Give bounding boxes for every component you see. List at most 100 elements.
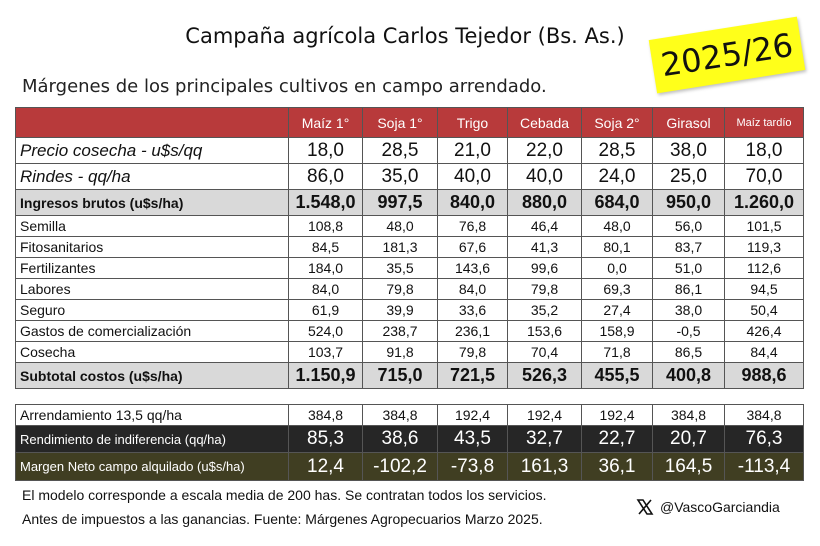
column-header: Maíz tardío xyxy=(724,107,804,138)
column-header: Cebada xyxy=(507,107,582,138)
cell-value: 48,0 xyxy=(581,215,653,237)
cell-value: 80,1 xyxy=(581,236,653,258)
footnote: El modelo corresponde a escala media de … xyxy=(22,487,547,503)
cell-value: 119,3 xyxy=(724,236,804,258)
table-row: Gastos de comercialización 524,0 238,7 236,… xyxy=(15,320,804,342)
cell-value: 103,7 xyxy=(288,341,363,363)
cell-value: 684,0 xyxy=(581,189,653,216)
row-label: Gastos de comercialización xyxy=(15,320,289,342)
row-label: Ingresos brutos (u$s/ha) xyxy=(15,189,289,216)
cell-value: 69,3 xyxy=(581,278,653,300)
cell-value: 25,0 xyxy=(652,163,725,190)
x-logo xyxy=(636,499,654,515)
cell-value: 384,8 xyxy=(724,404,804,426)
cell-value: 997,5 xyxy=(362,189,438,216)
cell-value: 18,0 xyxy=(288,137,363,164)
cell-value: 76,8 xyxy=(437,215,508,237)
subtitle: Márgenes de los principales cultivos en … xyxy=(22,76,547,97)
cell-value: 238,7 xyxy=(362,320,438,342)
row-label: Seguro xyxy=(15,299,289,321)
cell-value: 79,8 xyxy=(437,341,508,363)
column-header: Soja 1° xyxy=(362,107,438,138)
cell-value: 99,6 xyxy=(507,257,582,279)
cell-value: 94,5 xyxy=(724,278,804,300)
cell-value: 1.260,0 xyxy=(724,189,804,216)
cell-value: 70,4 xyxy=(507,341,582,363)
cell-value: 721,5 xyxy=(437,362,508,389)
cell-value: 71,8 xyxy=(581,341,653,363)
row-label: Cosecha xyxy=(15,341,289,363)
cell-value: 164,5 xyxy=(652,452,725,481)
cell-value: 86,5 xyxy=(652,341,725,363)
cell-value: 153,6 xyxy=(507,320,582,342)
cell-value: 192,4 xyxy=(581,404,653,426)
cell-value: 56,0 xyxy=(652,215,725,237)
cell-value: 950,0 xyxy=(652,189,725,216)
cell-value: 86,1 xyxy=(652,278,725,300)
cell-value: 38,6 xyxy=(362,425,438,453)
cell-value: 161,3 xyxy=(507,452,582,481)
cell-value: 1.548,0 xyxy=(288,189,363,216)
cell-value: -73,8 xyxy=(437,452,508,481)
cell-value: 108,8 xyxy=(288,215,363,237)
cell-value: 988,6 xyxy=(724,362,804,389)
table-row: Seguro 61,9 39,9 33,6 35,2 27,4 38,0 50,4 xyxy=(15,299,804,321)
cell-value: 39,9 xyxy=(362,299,438,321)
cell-value: 384,8 xyxy=(362,404,438,426)
cell-value: 41,3 xyxy=(507,236,582,258)
row-label: Arrendamiento 13,5 qq/ha xyxy=(15,404,289,426)
cell-value: 526,3 xyxy=(507,362,582,389)
cell-value: 83,7 xyxy=(652,236,725,258)
table-row: Rendimiento de indiferencia (qq/ha) 85,3 3… xyxy=(15,425,804,453)
cell-value: 12,4 xyxy=(288,452,363,481)
row-label: Labores xyxy=(15,278,289,300)
cell-value: 384,8 xyxy=(652,404,725,426)
cell-value: 18,0 xyxy=(724,137,804,164)
cell-value: -0,5 xyxy=(652,320,725,342)
table-row: Semilla 108,8 48,0 76,8 46,4 48,0 56,0 101,5 xyxy=(15,215,804,237)
cell-value: 32,7 xyxy=(507,425,582,453)
cell-value: 0,0 xyxy=(581,257,653,279)
cell-value: 28,5 xyxy=(362,137,438,164)
cell-value: 158,9 xyxy=(581,320,653,342)
footnote: Antes de impuestos a las ganancias. Fuen… xyxy=(22,511,543,527)
row-label: Rendimiento de indiferencia (qq/ha) xyxy=(15,425,289,453)
margins-table: Maíz 1° Soja 1° Trigo Cebada Soja 2° Girasol M… xyxy=(15,107,804,389)
table-row: Labores 84,0 79,8 84,0 79,8 69,3 86,1 94,5 xyxy=(15,278,804,300)
cell-value: 426,4 xyxy=(724,320,804,342)
row-label: Rindes - qq/ha xyxy=(15,163,289,190)
cell-value: 24,0 xyxy=(581,163,653,190)
row-label: Margen Neto campo alquilado (u$s/ha) xyxy=(15,452,289,481)
cell-value: 79,8 xyxy=(507,278,582,300)
cell-value: 35,5 xyxy=(362,257,438,279)
cell-value: 35,0 xyxy=(362,163,438,190)
cell-value: 840,0 xyxy=(437,189,508,216)
cell-value: 36,1 xyxy=(581,452,653,481)
table-row: Ingresos brutos (u$s/ha) 1.548,0 997,5 840,… xyxy=(15,189,804,216)
header-row: Maíz 1° Soja 1° Trigo Cebada Soja 2° Girasol M… xyxy=(15,107,804,138)
cell-value: 181,3 xyxy=(362,236,438,258)
cell-value: 524,0 xyxy=(288,320,363,342)
cell-value: 91,8 xyxy=(362,341,438,363)
cell-value: 880,0 xyxy=(507,189,582,216)
cell-value: 22,7 xyxy=(581,425,653,453)
cell-value: 79,8 xyxy=(362,278,438,300)
cell-value: 21,0 xyxy=(437,137,508,164)
cell-value: 33,6 xyxy=(437,299,508,321)
cell-value: 51,0 xyxy=(652,257,725,279)
cell-value: 715,0 xyxy=(362,362,438,389)
cell-value: 86,0 xyxy=(288,163,363,190)
cell-value: 40,0 xyxy=(437,163,508,190)
cell-value: 384,8 xyxy=(288,404,363,426)
row-label: Fitosanitarios xyxy=(15,236,289,258)
cell-value: 455,5 xyxy=(581,362,653,389)
column-header: Soja 2° xyxy=(581,107,653,138)
cell-value: 61,9 xyxy=(288,299,363,321)
cell-value: 101,5 xyxy=(724,215,804,237)
cell-value: 192,4 xyxy=(507,404,582,426)
cell-value: 192,4 xyxy=(437,404,508,426)
table-row: Margen Neto campo alquilado (u$s/ha) 12,4… xyxy=(15,452,804,481)
table-row: Cosecha 103,7 91,8 79,8 70,4 71,8 86,5 84,4 xyxy=(15,341,804,363)
row-label: Fertilizantes xyxy=(15,257,289,279)
table-row: Fitosanitarios 84,5 181,3 67,6 41,3 80,1 83,7 1… xyxy=(15,236,804,258)
